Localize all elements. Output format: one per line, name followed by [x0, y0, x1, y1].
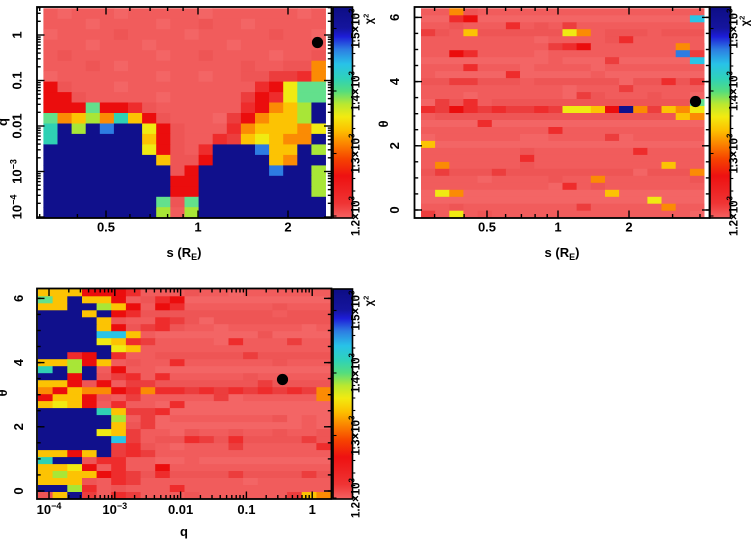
- svg-text:1.3×103: 1.3×103: [348, 133, 363, 174]
- svg-text:χ2: χ2: [362, 296, 376, 307]
- svg-text:q: q: [0, 118, 10, 126]
- svg-text:6: 6: [11, 295, 26, 302]
- svg-text:2: 2: [625, 220, 632, 235]
- svg-text:1.2×103: 1.2×103: [348, 477, 363, 518]
- svg-text:1.4×103: 1.4×103: [726, 70, 741, 111]
- svg-text:χ2: χ2: [738, 16, 752, 27]
- svg-text:0.01: 0.01: [10, 113, 25, 138]
- svg-text:1: 1: [554, 220, 561, 235]
- svg-text:2: 2: [11, 423, 26, 430]
- svg-text:4: 4: [11, 358, 26, 366]
- svg-text:1.5×103: 1.5×103: [348, 290, 363, 331]
- svg-text:2: 2: [387, 142, 402, 149]
- svg-text:1: 1: [10, 31, 25, 38]
- svg-text:6: 6: [387, 14, 402, 21]
- svg-text:1.4×103: 1.4×103: [348, 352, 363, 393]
- svg-text:1.5×103: 1.5×103: [348, 8, 363, 49]
- svg-text:0.1: 0.1: [10, 71, 25, 89]
- svg-text:0.5: 0.5: [478, 220, 496, 235]
- svg-text:1.3×103: 1.3×103: [726, 133, 741, 174]
- svg-text:0: 0: [11, 487, 26, 494]
- svg-text:1.4×103: 1.4×103: [348, 70, 363, 111]
- svg-text:1.2×103: 1.2×103: [726, 195, 741, 236]
- svg-text:1.2×103: 1.2×103: [348, 195, 363, 236]
- svg-text:s (RE): s (RE): [545, 245, 580, 262]
- svg-text:s (RE): s (RE): [167, 245, 202, 262]
- svg-text:1.5×103: 1.5×103: [726, 8, 741, 49]
- svg-text:0.01: 0.01: [168, 502, 193, 517]
- svg-text:1: 1: [194, 220, 201, 235]
- svg-text:θ: θ: [376, 120, 391, 127]
- svg-text:1: 1: [309, 502, 316, 517]
- svg-text:0.5: 0.5: [97, 220, 115, 235]
- svg-text:0: 0: [387, 206, 402, 213]
- svg-text:0.1: 0.1: [237, 502, 255, 517]
- svg-text:2: 2: [284, 220, 291, 235]
- svg-text:θ: θ: [0, 389, 10, 396]
- svg-text:1.3×103: 1.3×103: [348, 415, 363, 456]
- svg-text:q: q: [180, 524, 188, 539]
- svg-text:4: 4: [387, 77, 402, 85]
- svg-text:χ2: χ2: [362, 14, 376, 25]
